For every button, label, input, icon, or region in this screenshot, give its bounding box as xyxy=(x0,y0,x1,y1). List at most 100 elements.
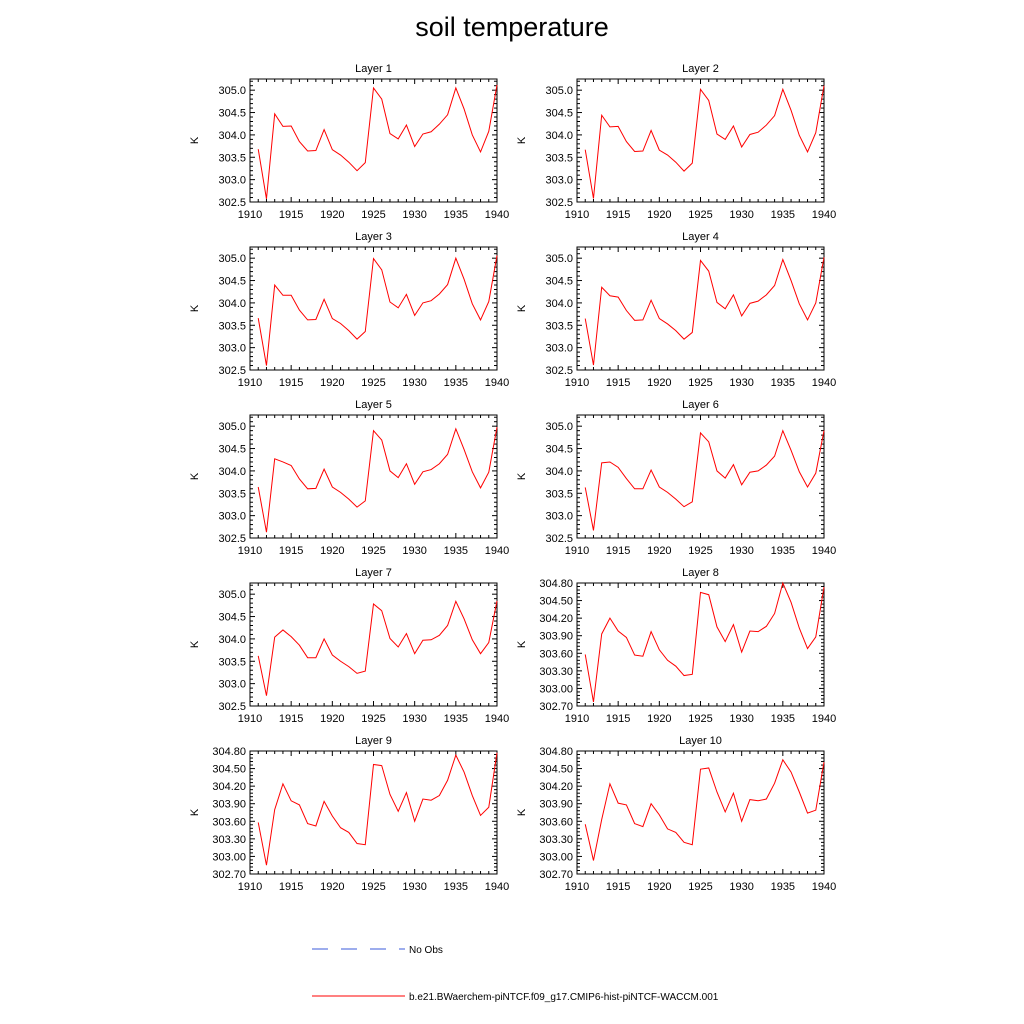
x-tick-label: 1940 xyxy=(485,209,509,221)
x-tick-label: 1930 xyxy=(729,377,753,389)
x-tick-label: 1935 xyxy=(444,713,468,725)
x-tick-label: 1915 xyxy=(606,209,630,221)
x-tick-label: 1930 xyxy=(402,545,426,557)
y-tick-label: 304.20 xyxy=(539,613,573,625)
x-tick-label: 1910 xyxy=(238,713,262,725)
x-tick-label: 1940 xyxy=(485,881,509,893)
x-tick-label: 1935 xyxy=(444,545,468,557)
panel-title: Layer 8 xyxy=(682,567,719,579)
y-axis-label: K xyxy=(189,640,201,648)
panel-layer-4: Layer 4 K 302.5 303.0 303.5 304.0 304.5 305.0 19… xyxy=(516,231,836,389)
y-tick-label: 303.30 xyxy=(539,666,573,678)
panel-layer-5: Layer 5 K 302.5 303.0 303.5 304.0 304.5 305.0 19… xyxy=(189,399,509,557)
x-tick-label: 1910 xyxy=(238,545,262,557)
y-tick-label: 302.5 xyxy=(545,197,573,209)
x-tick-label: 1935 xyxy=(444,881,468,893)
panel-layer-6: Layer 6 K 302.5 303.0 303.5 304.0 304.5 305.0 19… xyxy=(516,399,836,557)
y-tick-label: 303.00 xyxy=(539,851,573,863)
y-tick-label: 305.0 xyxy=(218,589,246,601)
y-tick-label: 304.0 xyxy=(218,298,246,310)
y-tick-label: 303.0 xyxy=(545,343,573,355)
y-tick-label: 303.0 xyxy=(545,175,573,187)
y-tick-label: 304.50 xyxy=(539,764,573,776)
panel-layer-10: Layer 10 K 302.70 303.00 303.30 303.60 303.90 3… xyxy=(516,735,836,893)
x-tick-label: 1925 xyxy=(361,209,385,221)
x-tick-label: 1920 xyxy=(647,209,671,221)
x-tick-label: 1920 xyxy=(320,377,344,389)
y-tick-label: 303.30 xyxy=(212,834,246,846)
x-tick-label: 1930 xyxy=(402,377,426,389)
series-line xyxy=(584,257,825,366)
y-tick-label: 304.50 xyxy=(539,596,573,608)
x-tick-label: 1915 xyxy=(606,377,630,389)
y-tick-label: 303.90 xyxy=(539,631,573,643)
y-axis-label: K xyxy=(189,472,201,480)
y-tick-label: 304.0 xyxy=(545,298,573,310)
panel-layer-1: Layer 1 K 302.5 303.0 303.5 304.0 304.5 305.0 19… xyxy=(189,63,509,221)
x-tick-label: 1930 xyxy=(729,881,753,893)
x-tick-label: 1920 xyxy=(647,377,671,389)
y-axis-label: K xyxy=(516,472,528,480)
panel-title: Layer 7 xyxy=(355,567,392,579)
series-line xyxy=(257,752,498,866)
y-axis-label: K xyxy=(189,808,201,816)
y-tick-label: 303.0 xyxy=(218,175,246,187)
x-tick-label: 1940 xyxy=(485,545,509,557)
y-tick-label: 302.5 xyxy=(545,533,573,545)
x-tick-label: 1925 xyxy=(688,377,712,389)
y-tick-label: 302.5 xyxy=(218,701,246,713)
x-tick-label: 1910 xyxy=(238,209,262,221)
x-tick-label: 1925 xyxy=(688,713,712,725)
panel-title: Layer 4 xyxy=(682,231,719,243)
y-tick-label: 304.5 xyxy=(545,276,573,288)
y-tick-label: 304.5 xyxy=(218,444,246,456)
x-tick-label: 1915 xyxy=(279,377,303,389)
y-axis-label: K xyxy=(516,808,528,816)
series-line xyxy=(584,758,825,861)
y-tick-label: 303.60 xyxy=(212,816,246,828)
x-tick-label: 1915 xyxy=(279,881,303,893)
figure-title: soil temperature xyxy=(415,12,609,42)
x-tick-label: 1925 xyxy=(361,545,385,557)
y-axis-label: K xyxy=(189,304,201,312)
plot-frame xyxy=(576,582,825,707)
y-tick-label: 304.20 xyxy=(539,781,573,793)
x-tick-label: 1940 xyxy=(485,713,509,725)
series-line xyxy=(584,581,825,702)
legend-obs-label: No Obs xyxy=(409,945,443,956)
x-tick-label: 1920 xyxy=(647,713,671,725)
x-tick-label: 1940 xyxy=(812,881,836,893)
plot-frame xyxy=(249,246,498,371)
y-tick-label: 304.80 xyxy=(539,746,573,758)
x-tick-label: 1940 xyxy=(812,713,836,725)
panel-title: Layer 9 xyxy=(355,735,392,747)
y-tick-label: 304.5 xyxy=(545,108,573,120)
y-tick-label: 304.80 xyxy=(212,746,246,758)
y-tick-label: 302.5 xyxy=(545,365,573,377)
y-tick-label: 304.0 xyxy=(218,466,246,478)
y-tick-label: 302.70 xyxy=(539,869,573,881)
x-tick-label: 1920 xyxy=(320,209,344,221)
y-tick-label: 305.0 xyxy=(545,85,573,97)
x-tick-label: 1910 xyxy=(565,377,589,389)
x-tick-label: 1925 xyxy=(688,881,712,893)
y-tick-label: 303.60 xyxy=(539,816,573,828)
y-tick-label: 303.5 xyxy=(545,320,573,332)
x-tick-label: 1920 xyxy=(320,545,344,557)
x-tick-label: 1925 xyxy=(688,545,712,557)
x-tick-label: 1930 xyxy=(729,545,753,557)
x-tick-label: 1925 xyxy=(361,713,385,725)
y-tick-label: 303.0 xyxy=(545,511,573,523)
x-tick-label: 1915 xyxy=(279,713,303,725)
x-tick-label: 1910 xyxy=(565,545,589,557)
x-tick-label: 1910 xyxy=(565,713,589,725)
y-tick-label: 304.0 xyxy=(545,130,573,142)
x-tick-label: 1935 xyxy=(771,377,795,389)
y-tick-label: 303.5 xyxy=(218,656,246,668)
panel-title: Layer 6 xyxy=(682,399,719,411)
y-tick-label: 303.5 xyxy=(545,488,573,500)
x-tick-label: 1910 xyxy=(565,881,589,893)
x-tick-label: 1930 xyxy=(402,881,426,893)
x-tick-label: 1935 xyxy=(771,209,795,221)
